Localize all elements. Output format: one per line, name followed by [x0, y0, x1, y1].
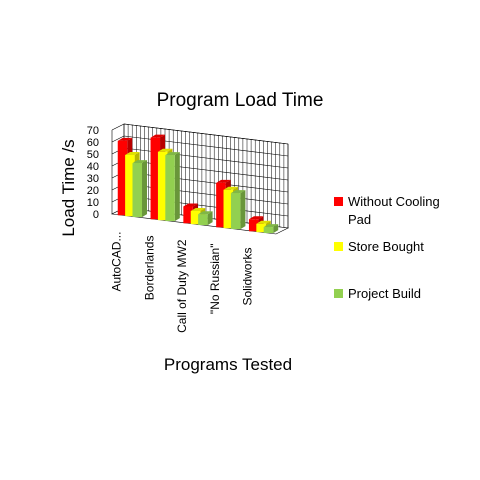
bar-top	[248, 216, 264, 220]
bar-top	[216, 179, 231, 183]
x-tick-labels: AutoCAD... Borderlands Call of Duty MW2 "No…	[109, 232, 254, 333]
bar-front	[117, 140, 128, 216]
x-axis-label: Programs Tested	[164, 355, 292, 374]
bars	[117, 134, 279, 234]
bar-front	[157, 151, 168, 221]
legend-label: Pad	[348, 212, 371, 227]
bar-top	[263, 224, 279, 228]
bar-front	[223, 189, 234, 229]
bar-side	[174, 152, 180, 222]
bar-front	[230, 193, 241, 230]
bar-top	[125, 151, 140, 155]
bar-front	[216, 182, 226, 228]
legend-entry: Without Cooling Pad	[334, 194, 440, 227]
legend-label: Without Cooling	[348, 194, 440, 209]
bar-front	[256, 223, 266, 233]
y-tick-label: 0	[93, 209, 99, 221]
bar-top	[117, 137, 133, 141]
bar-front	[190, 210, 201, 225]
bar-top	[223, 186, 239, 190]
y-tick-label: 40	[87, 161, 99, 173]
legend-swatch	[334, 289, 343, 298]
bar-top	[190, 207, 206, 211]
y-tick-label: 30	[87, 173, 99, 185]
bar	[198, 211, 213, 226]
y-tick-label: 10	[87, 197, 99, 209]
bar-top	[157, 148, 173, 152]
bar	[165, 152, 180, 222]
bar-front	[183, 206, 193, 224]
bar-side	[240, 190, 246, 230]
legend-label: Store Bought	[348, 239, 424, 254]
x-tick-label: AutoCAD...	[109, 232, 123, 292]
y-tick-label: 20	[87, 185, 99, 197]
bar-top	[198, 211, 213, 215]
side-gridline	[111, 135, 125, 143]
legend-swatch	[334, 242, 343, 251]
x-tick-label: "No Russian"	[208, 244, 222, 315]
bar-front	[263, 227, 274, 234]
legend-swatch	[334, 197, 343, 206]
legend-entry: Project Build	[334, 286, 421, 301]
bar-side	[207, 211, 213, 226]
legend-label: Project Build	[348, 286, 421, 301]
x-tick-label: Call of Duty MW2	[175, 239, 189, 333]
y-tick-label: 60	[87, 137, 99, 149]
bar	[263, 224, 279, 234]
y-axis-label: Load Time /s	[59, 139, 78, 236]
x-tick-label: Solidworks	[241, 248, 255, 306]
bar-top	[230, 190, 246, 194]
bar-front	[150, 137, 161, 220]
bar-top	[256, 220, 271, 224]
x-tick-label: Borderlands	[142, 236, 156, 301]
bar	[230, 190, 246, 230]
bar-front	[125, 154, 135, 217]
bar-top	[183, 203, 198, 207]
bar-side	[142, 160, 148, 218]
bar-front	[248, 219, 259, 232]
side-gridline	[111, 123, 125, 131]
y-tick-label: 70	[87, 125, 99, 137]
bar-top	[132, 160, 148, 164]
y-tick-label: 50	[87, 149, 99, 161]
bar-top	[150, 134, 166, 138]
bar-front	[198, 214, 208, 226]
bar-front	[165, 155, 175, 222]
bar	[132, 160, 148, 218]
legend-entry: Store Bought	[334, 239, 424, 254]
legend: Without Cooling Pad Store Bought Project Bu…	[334, 194, 440, 301]
bar-top	[165, 152, 180, 156]
chart-title: Program Load Time	[157, 90, 324, 111]
bar-front	[132, 163, 143, 218]
